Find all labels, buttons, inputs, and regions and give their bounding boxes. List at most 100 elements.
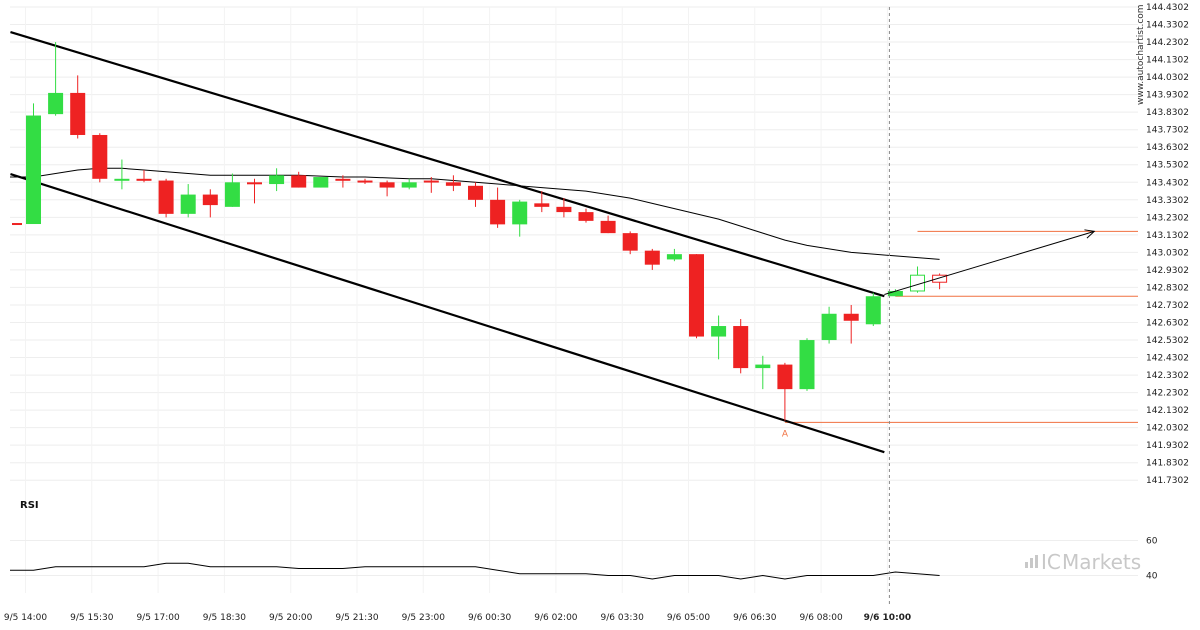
candle-body: [821, 313, 837, 341]
candle-body: [887, 290, 903, 297]
x-tick-label: 9/6 08:00: [799, 613, 843, 623]
y-tick-label: 143.5302: [1146, 161, 1189, 171]
x-tick-label: 9/6 03:30: [601, 613, 645, 623]
price-levels: [12, 223, 1138, 423]
candle-body: [910, 274, 925, 292]
y-tick-label: 144.2302: [1146, 38, 1189, 48]
y-tick-label: 141.8302: [1146, 459, 1189, 469]
candle-body: [733, 326, 749, 369]
y-tick-label: 142.7302: [1146, 301, 1189, 311]
y-tick-label: 141.9302: [1146, 441, 1189, 451]
y-tick-label: 143.6302: [1146, 143, 1189, 153]
x-tick-label: 9/6 10:00: [864, 613, 912, 623]
y-tick-label: 143.1302: [1146, 231, 1189, 241]
y-tick-label: 144.1302: [1146, 56, 1189, 66]
candle-body: [247, 182, 262, 185]
candle-body: [180, 194, 196, 214]
candle-body: [755, 364, 771, 369]
annotations: A: [782, 7, 1096, 605]
candle-body: [865, 296, 881, 325]
candle-body: [534, 203, 550, 207]
y-tick-label: 143.0302: [1146, 248, 1189, 258]
y-tick-label: 144.3302: [1146, 21, 1189, 31]
candle-body: [644, 250, 660, 265]
candle-body: [468, 185, 483, 200]
y-tick-label: 143.2302: [1146, 213, 1189, 223]
x-tick-label: 9/6 06:30: [733, 613, 777, 623]
y-tick-label: 142.5302: [1146, 336, 1189, 346]
rsi-grid: [10, 540, 1138, 576]
candle-body: [70, 92, 86, 135]
rsi-y-axis: 60 40: [1146, 537, 1158, 582]
x-tick-label: 9/5 23:00: [402, 613, 446, 623]
candle-body: [423, 180, 439, 183]
candle-body: [269, 175, 285, 185]
x-tick-label: 9/5 15:30: [70, 613, 114, 623]
brand-logo: IC Markets: [1025, 550, 1141, 574]
y-tick-label: 142.2302: [1146, 389, 1189, 399]
candle-body: [291, 175, 307, 188]
y-tick-label: 142.1302: [1146, 406, 1189, 416]
grid: [10, 6, 1138, 593]
candle-body: [512, 201, 528, 225]
y-tick-label: 144.0302: [1146, 73, 1189, 83]
x-tick-label: 9/6 02:00: [534, 613, 578, 623]
candle-body: [401, 182, 417, 188]
candle-body: [843, 313, 859, 321]
candle-body: [711, 326, 727, 337]
price-channel: [10, 31, 885, 454]
candle-body: [357, 180, 373, 183]
y-tick-label: 142.8302: [1146, 283, 1189, 293]
candle-body: [490, 199, 506, 225]
candle-body: [335, 178, 351, 181]
x-tick-label: 9/6 05:00: [667, 613, 711, 623]
candle-body: [666, 254, 682, 260]
x-tick-label: 9/6 00:30: [468, 613, 512, 623]
y-tick-label: 142.6302: [1146, 318, 1189, 328]
x-tick-label: 9/5 20:00: [269, 613, 313, 623]
candle-body: [26, 115, 41, 225]
rsi-panel-title: RSI: [20, 500, 39, 511]
candle-body: [92, 134, 108, 179]
x-tick-label: 9/5 18:30: [203, 613, 247, 623]
channel-lower-line: [10, 173, 885, 454]
y-tick-label: 143.3302: [1146, 196, 1189, 206]
candle-body: [799, 340, 815, 390]
rsi-tick-label: 60: [1146, 537, 1158, 547]
brand-bars-icon: [1025, 555, 1038, 568]
x-tick-label: 9/5 14:00: [4, 613, 48, 623]
y-tick-label: 144.4302: [1146, 3, 1189, 13]
y-tick-label: 143.9302: [1146, 91, 1189, 101]
rsi-tick-label: 40: [1146, 572, 1158, 582]
y-tick-label: 142.9302: [1146, 266, 1189, 276]
candle-body: [622, 233, 638, 251]
rsi-line: [10, 562, 940, 580]
time-x-axis: 9/5 14:00 9/5 15:30 9/5 17:00 9/5 18:30 9/5 …: [4, 613, 911, 623]
candle-body: [578, 212, 594, 221]
rsi-polyline: [10, 562, 940, 580]
forecast-arrow-line: [884, 230, 1095, 295]
candle-body: [600, 220, 616, 234]
y-tick-label: 141.7302: [1146, 476, 1189, 486]
y-tick-label: 143.7302: [1146, 126, 1189, 136]
y-tick-label: 143.8302: [1146, 108, 1189, 118]
watermark-text: www.autochartist.com: [1136, 4, 1146, 105]
candle-body: [202, 194, 218, 206]
candle-body: [777, 364, 793, 390]
y-tick-label: 143.4302: [1146, 178, 1189, 188]
candlesticks: [26, 42, 948, 421]
y-tick-label: 142.3302: [1146, 371, 1189, 381]
forecast-arrow-head: [1084, 229, 1096, 239]
candle-body: [445, 182, 461, 186]
price-y-axis: 144.4302 144.3302 144.2302 144.1302 144.0302…: [1146, 3, 1189, 486]
channel-upper-line: [10, 31, 885, 298]
candle-body: [379, 182, 395, 188]
x-tick-label: 9/5 21:30: [335, 613, 379, 623]
candle-body: [556, 206, 572, 213]
y-tick-label: 142.0302: [1146, 424, 1189, 434]
candle-body: [932, 274, 948, 283]
candle-body: [48, 92, 64, 115]
candle-body: [158, 180, 174, 214]
